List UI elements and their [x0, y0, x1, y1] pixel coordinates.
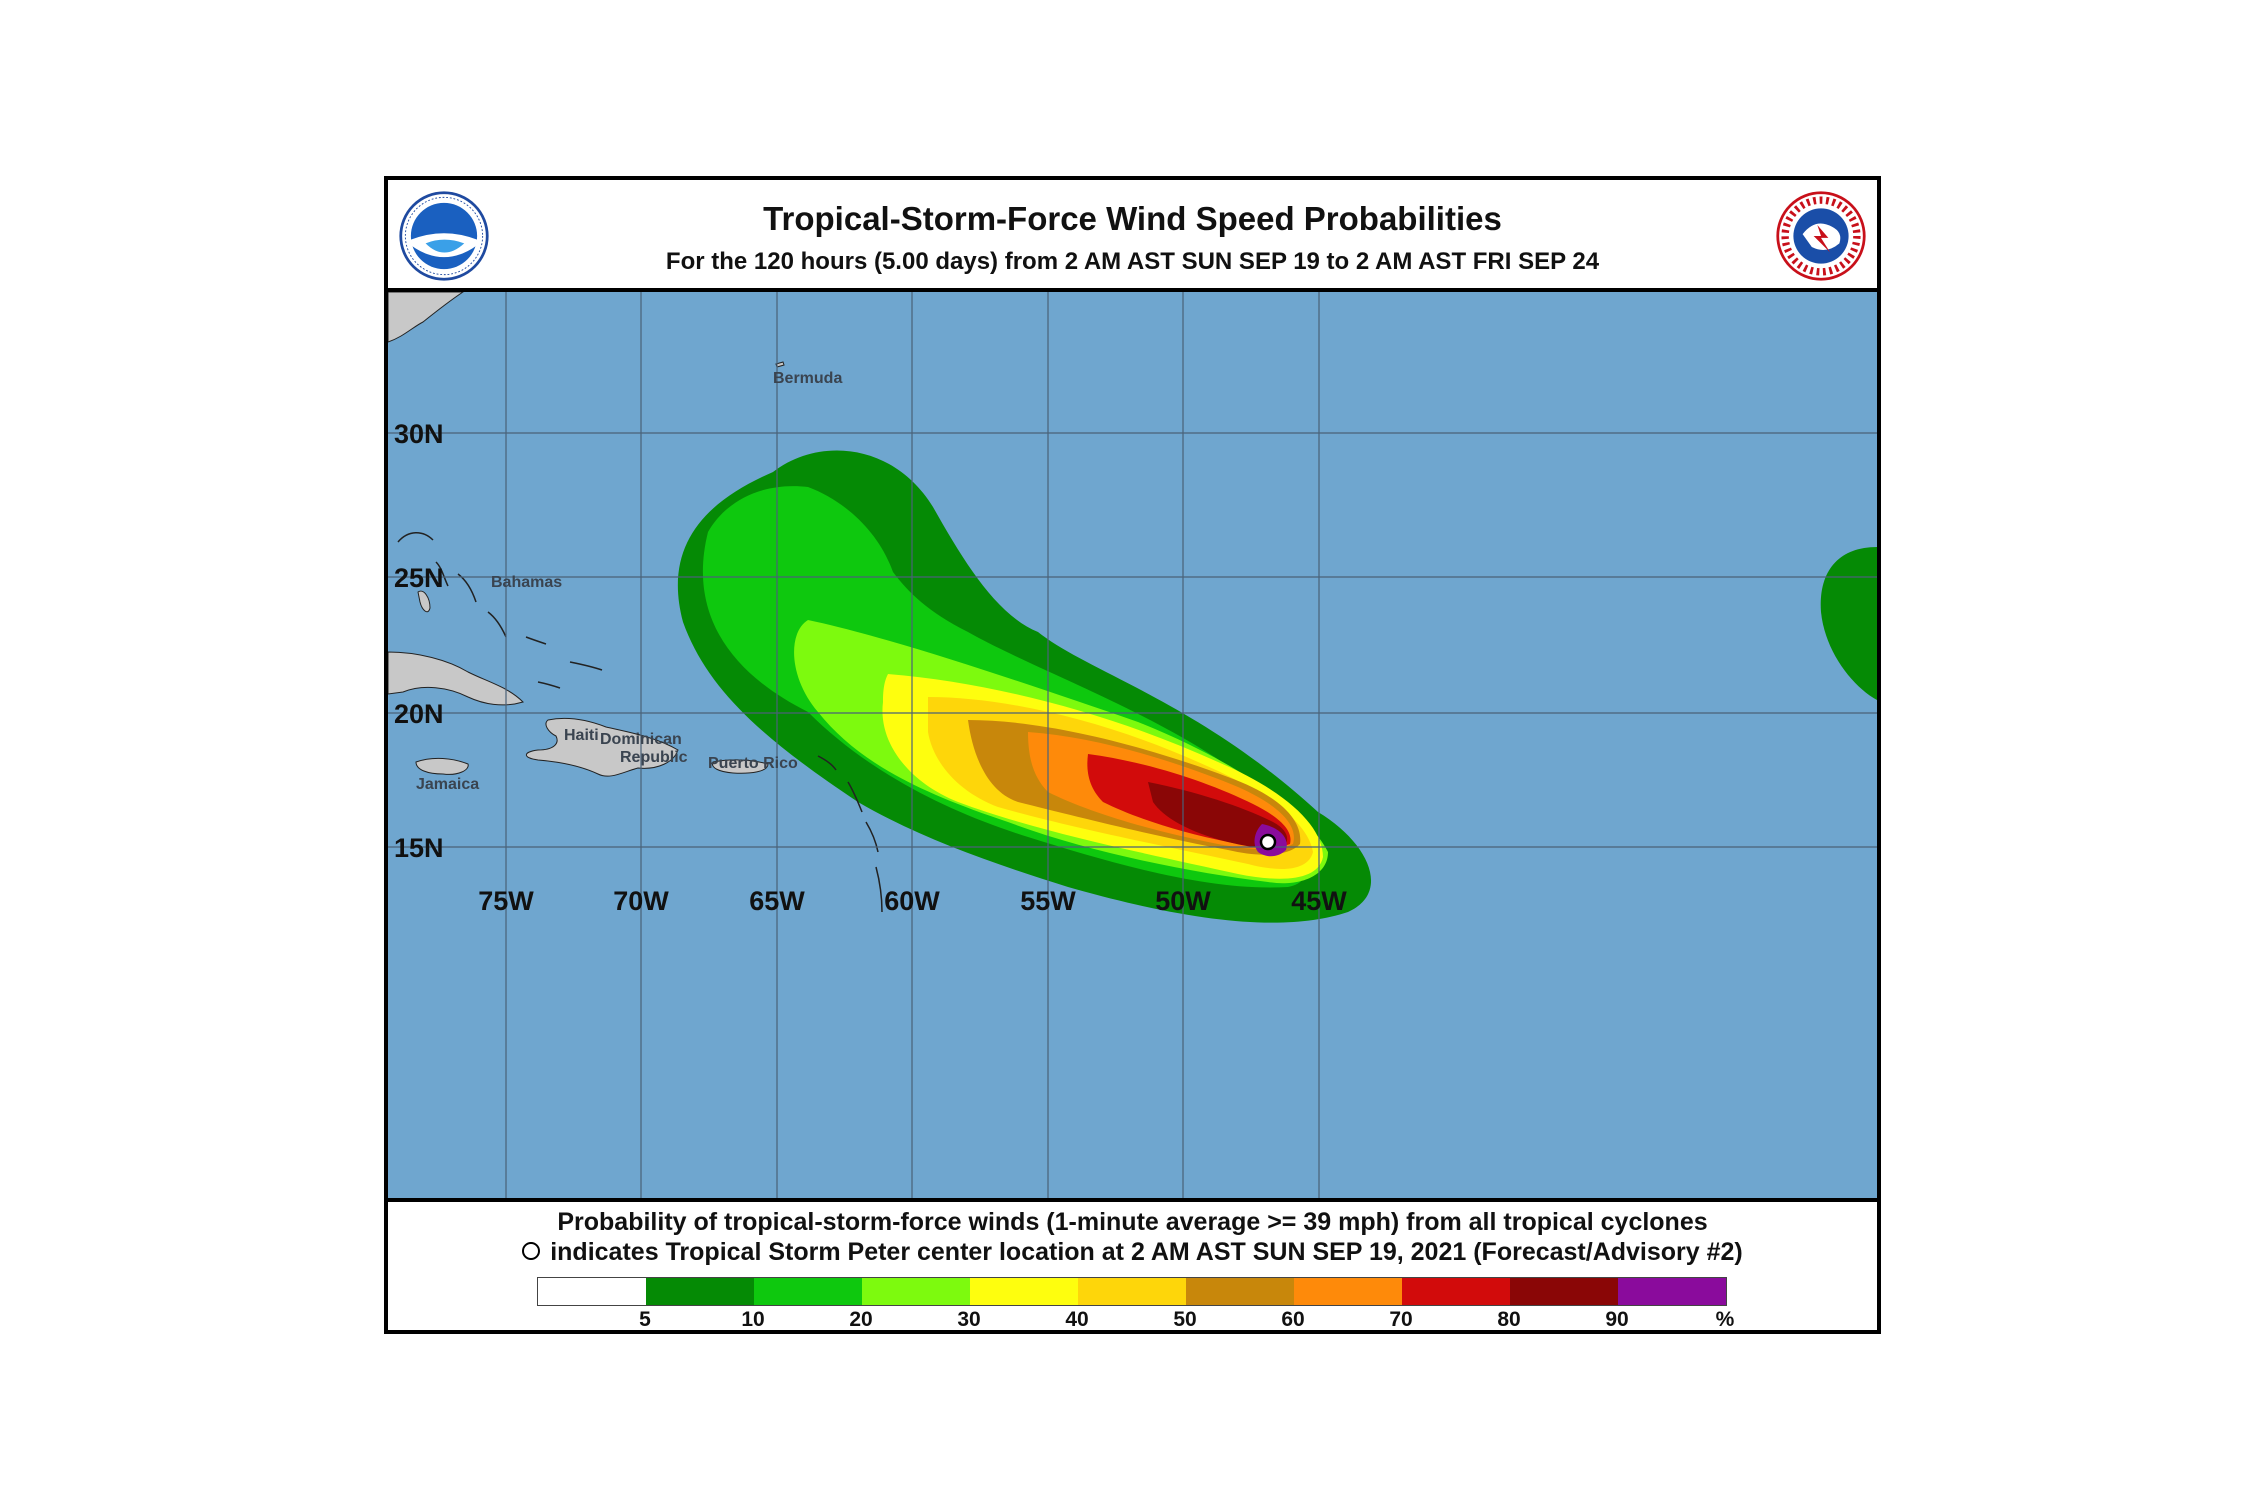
lat-label: 20N	[394, 699, 444, 729]
legend-tick-label: 20	[849, 1308, 873, 1331]
storm-center-symbol	[522, 1242, 541, 1261]
puerto-rico	[711, 759, 769, 774]
map-title: Tropical-Storm-Force Wind Speed Probabil…	[763, 200, 1502, 237]
lon-label: 50W	[1155, 886, 1211, 916]
forecast-graphic-frame: Tropical-Storm-Force Wind Speed Probabil…	[384, 176, 1881, 1334]
lat-label: 30N	[394, 419, 444, 449]
hispaniola	[525, 717, 679, 777]
place-label-haiti: Haiti	[564, 727, 599, 744]
place-label-republic: Republic	[620, 749, 688, 766]
lat-label: 15N	[394, 833, 444, 863]
nws-logo	[1776, 191, 1866, 281]
probability-description: Probability of tropical-storm-force wind…	[557, 1208, 1708, 1236]
place-label-bahamas: Bahamas	[491, 574, 562, 591]
place-label-puerto-rico: Puerto Rico	[708, 755, 798, 772]
noaa-logo	[399, 191, 489, 281]
small-islands	[397, 532, 883, 913]
legend-tick-label: 30	[957, 1308, 981, 1331]
graphic-header: Tropical-Storm-Force Wind Speed Probabil…	[388, 180, 1877, 292]
legend-tick-labels: 5 10 20 30 40 50 60 70 80 90%	[537, 1308, 1734, 1332]
legend-swatch	[862, 1278, 970, 1305]
place-label-bermuda: Bermuda	[773, 370, 842, 387]
cuba	[388, 651, 524, 706]
lon-label: 55W	[1020, 886, 1076, 916]
place-label-jamaica: Jamaica	[416, 776, 479, 793]
legend-tick-label: 60	[1281, 1308, 1305, 1331]
jamaica	[415, 757, 469, 775]
legend-tick-label: 10	[741, 1308, 765, 1331]
legend-swatch	[1618, 1278, 1726, 1305]
legend-swatch	[646, 1278, 754, 1305]
legend-tick-label: 80	[1497, 1308, 1521, 1331]
probability-swath-east	[1820, 547, 1877, 700]
probability-color-legend	[537, 1277, 1727, 1306]
us-east-coast	[388, 292, 464, 343]
lon-label: 75W	[478, 886, 534, 916]
lon-label: 65W	[749, 886, 805, 916]
land	[388, 292, 785, 777]
legend-swatch	[1510, 1278, 1618, 1305]
probability-map: 30N 25N 20N 15N 75W 70W 65W 60W 55W 50W …	[388, 292, 1877, 1202]
graphic-footer: Probability of tropical-storm-force wind…	[388, 1202, 1877, 1332]
bahamas-andros	[417, 590, 431, 613]
lon-label: 60W	[884, 886, 940, 916]
storm-center-marker	[1259, 833, 1277, 851]
storm-center-note: indicates Tropical Storm Peter center lo…	[388, 1238, 1877, 1267]
legend-swatch	[538, 1278, 646, 1305]
legend-tick-label: 90	[1605, 1308, 1629, 1331]
lon-label: 70W	[613, 886, 669, 916]
legend-swatch	[1078, 1278, 1186, 1305]
map-canvas: 30N 25N 20N 15N 75W 70W 65W 60W 55W 50W …	[388, 292, 1877, 1198]
legend-tick-label: 5	[639, 1308, 651, 1331]
legend-tick-label: %	[1715, 1308, 1735, 1331]
legend-swatch	[970, 1278, 1078, 1305]
graticule	[388, 292, 1877, 1198]
map-subtitle: For the 120 hours (5.00 days) from 2 AM …	[665, 248, 1600, 275]
legend-tick-label: 40	[1065, 1308, 1089, 1331]
storm-center-note-text: indicates Tropical Storm Peter center lo…	[550, 1238, 1743, 1266]
legend-tick-label: 70	[1389, 1308, 1413, 1331]
place-label-dominican: Dominican	[600, 731, 682, 748]
legend-swatch	[1186, 1278, 1294, 1305]
legend-swatch	[1294, 1278, 1402, 1305]
legend-swatch	[754, 1278, 862, 1305]
legend-swatch	[1402, 1278, 1510, 1305]
lon-label: 45W	[1291, 886, 1347, 916]
legend-tick-label: 50	[1173, 1308, 1197, 1331]
lat-label: 25N	[394, 563, 444, 593]
